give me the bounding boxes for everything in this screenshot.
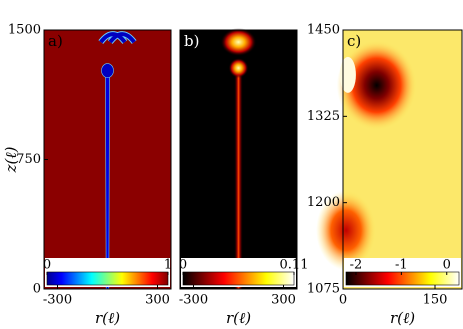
blob [101, 63, 114, 78]
y-axis-label: z(ℓ) [2, 146, 20, 173]
y-tick-label: 1200 [307, 195, 340, 210]
glow [336, 40, 417, 131]
x-tick-label: -300 [179, 293, 208, 308]
y-tick-label: 1500 [8, 23, 41, 38]
glow [316, 190, 377, 271]
y-tick-label: 1075 [307, 282, 340, 297]
cap [99, 32, 136, 44]
light [339, 56, 356, 93]
jet-column [105, 76, 110, 290]
panel-label: c) [347, 32, 361, 50]
colorbar-tick-label: 0 [443, 258, 451, 273]
colorbar [46, 271, 169, 286]
colorbar-tick-label: 0.11 [280, 258, 309, 273]
colorbar [182, 271, 295, 286]
y-tick-label: 750 [16, 152, 41, 167]
x-tick-label: 300 [271, 293, 296, 308]
frame [179, 29, 298, 290]
glow [220, 28, 257, 57]
colorbar-tick-label: 1 [164, 258, 172, 273]
x-tick-label: 150 [423, 293, 448, 308]
colorbar-tick-label: 0 [179, 258, 187, 273]
colorbar-tick-label: 0 [43, 258, 51, 273]
colorbar-tick-label: -2 [350, 258, 363, 273]
x-axis-label: r(ℓ) [226, 309, 251, 327]
y-tick-label: 1450 [307, 23, 340, 38]
panel-label: b) [184, 32, 199, 50]
panel-label: a) [48, 32, 63, 50]
y-tick-label: 0 [33, 282, 41, 297]
colorbar [345, 271, 460, 286]
frame [342, 29, 463, 290]
column [234, 64, 243, 290]
x-axis-label: r(ℓ) [95, 309, 120, 327]
y-tick-label: 1325 [307, 109, 340, 124]
x-axis-label: r(ℓ) [390, 309, 415, 327]
x-tick-label: 0 [339, 293, 347, 308]
glow [228, 57, 249, 78]
x-tick-label: 300 [145, 293, 170, 308]
x-tick-label: -300 [43, 293, 72, 308]
colorbar-tick-label: -1 [395, 258, 408, 273]
